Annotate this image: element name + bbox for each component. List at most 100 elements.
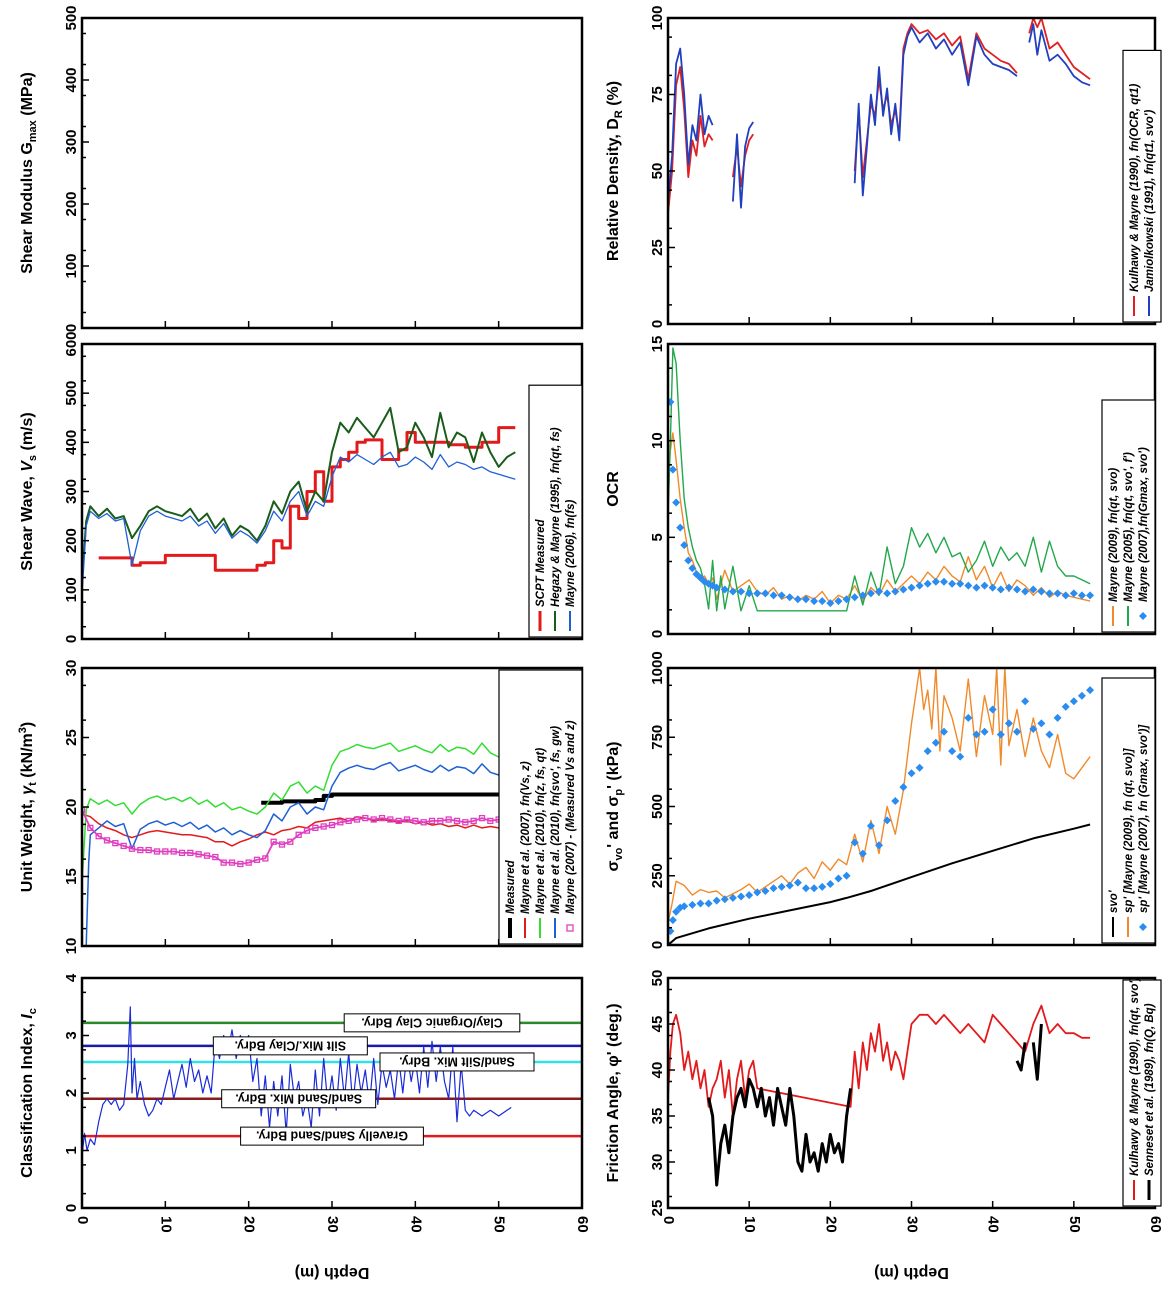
sigma-point: [939, 727, 948, 736]
gamma-series-0-line-0: [261, 792, 516, 805]
phi-series-1-line-0: [707, 1077, 853, 1187]
gamma-point: [203, 852, 211, 859]
sigma-point: [858, 849, 867, 858]
vs-series-0-line-0: [98, 426, 516, 572]
sigma-point: [801, 884, 810, 893]
phi-ytick-label: 25: [649, 1200, 666, 1217]
gamma-panel: 10 15 20 25 30 Unit Weight, γt (kN/m3) Measure…: [17, 660, 584, 954]
sigma-point: [769, 884, 778, 893]
vs-ytick-label: 0: [63, 635, 80, 643]
phi-ytick-label: 35: [649, 1108, 666, 1125]
sigma-point: [680, 902, 689, 911]
ocr-point: [866, 589, 875, 598]
phi-xtick-label: 20: [822, 1216, 839, 1233]
ocr-point: [680, 541, 689, 550]
gamma-point: [320, 823, 327, 830]
gamma-point: [487, 817, 494, 825]
ocr-point: [676, 523, 685, 532]
ocr-series-1-line-0: [668, 347, 1091, 612]
gamma-point: [137, 846, 144, 854]
vs-ylabel: Shear Wave, Vs (m/s): [19, 412, 39, 570]
ic-ytick-label: 4: [63, 973, 80, 982]
dr-ylabel: Relative Density, DR (%): [605, 81, 625, 261]
sigma-point: [1086, 686, 1095, 695]
vs-legend-entry: Hegazy & Mayne (1995), fn(qt, fs): [550, 427, 562, 607]
ic-boundary-text: Clay/Organic Clay Bdry.: [361, 1015, 503, 1029]
ocr-point: [668, 465, 677, 474]
ocr-point: [672, 498, 681, 507]
dr-ytick-label: 75: [649, 86, 666, 103]
sigma-point: [1013, 727, 1022, 736]
ocr-point: [964, 581, 973, 590]
sigma-point: [875, 841, 884, 850]
ocr-ylabel: OCR: [605, 471, 622, 507]
ic-xtick-label: 30: [324, 1216, 341, 1233]
phi-ylabel: Friction Angle, φ' (deg.): [605, 1003, 622, 1182]
ic-ytick-label: 2: [63, 1089, 80, 1097]
phi-ytick-label: 45: [649, 1016, 666, 1033]
gamma-point: [328, 821, 336, 829]
gamma-point: [253, 856, 261, 863]
gmax-ylabel: Shear Modulus Gmax (MPa): [19, 72, 39, 274]
sigma-point: [712, 896, 721, 905]
ic-xtick-label: 40: [407, 1216, 424, 1233]
gamma-point: [387, 816, 394, 823]
ocr-point: [761, 589, 770, 598]
ocr-point: [1013, 585, 1022, 594]
phi-xtick-label: 50: [1066, 1216, 1083, 1233]
sigma-point: [753, 888, 762, 897]
gamma-series-2-line-0: [82, 742, 516, 884]
gamma-series-3-line-0: [85, 761, 516, 946]
ocr-point: [1086, 591, 1095, 600]
ocr-point: [668, 398, 675, 406]
vs-ytick-label: 300: [63, 479, 80, 504]
ocr-legend: [1101, 399, 1156, 633]
ic-ytick-label: 3: [63, 1031, 80, 1039]
ocr-point: [850, 593, 859, 602]
phi-series-1-line-1: [1015, 1042, 1027, 1072]
vs-legend: [528, 384, 583, 638]
phi-plot-area: [668, 1004, 1091, 1187]
ic-ytick-label: 0: [63, 1204, 80, 1212]
sigma-point: [980, 727, 989, 736]
sigma-point: [842, 871, 851, 880]
ic-boundary-text: Silt Mix./Clay Bdry.: [235, 1038, 347, 1052]
phi-xtick-label: 30: [904, 1216, 921, 1233]
ocr-point: [728, 587, 737, 596]
sigma-point: [972, 730, 981, 739]
sigma-point: [818, 882, 827, 891]
sigma-point: [728, 893, 737, 902]
ocr-point: [769, 591, 778, 600]
ocr-point: [1004, 583, 1013, 592]
sigma-point: [931, 738, 940, 747]
gamma-legend-entry: Mayne (2007) - (Measured Vs and z): [565, 720, 577, 914]
gamma-point: [437, 817, 444, 825]
gamma-ylabel: Unit Weight, γt (kN/m3): [17, 722, 39, 892]
gamma-point: [403, 816, 411, 823]
ocr-point: [737, 587, 746, 596]
sigma-point: [785, 881, 794, 890]
sigma-point: [810, 884, 819, 893]
gamma-point: [128, 845, 136, 852]
sigma-point: [988, 705, 997, 714]
gamma-point: [478, 814, 486, 822]
sigma-point: [1004, 719, 1013, 728]
gamma-legend-entry: Mayne et al. (2010), fn(z, fs, qt): [535, 748, 547, 914]
gamma-point: [112, 839, 119, 847]
phi-series-0-line-0: [668, 1004, 1091, 1117]
dr-series-1-line-0: [668, 47, 714, 202]
dr-legend: [1122, 49, 1162, 323]
ocr-point: [988, 583, 997, 592]
sigma-point: [907, 769, 916, 778]
ocr-point: [745, 589, 754, 598]
phi-panel: 25 30 35 40 45 50 Friction Angle, φ' (deg.) Kul…: [605, 970, 1162, 1217]
ocr-point: [1061, 591, 1070, 600]
sigma-point: [956, 752, 965, 761]
ocr-point: [793, 595, 802, 604]
gmax-frame: [80, 16, 584, 330]
dr-series-1-line-2: [853, 26, 1018, 197]
sigma-point: [668, 927, 675, 936]
vs-ytick-label: 100: [63, 577, 80, 602]
